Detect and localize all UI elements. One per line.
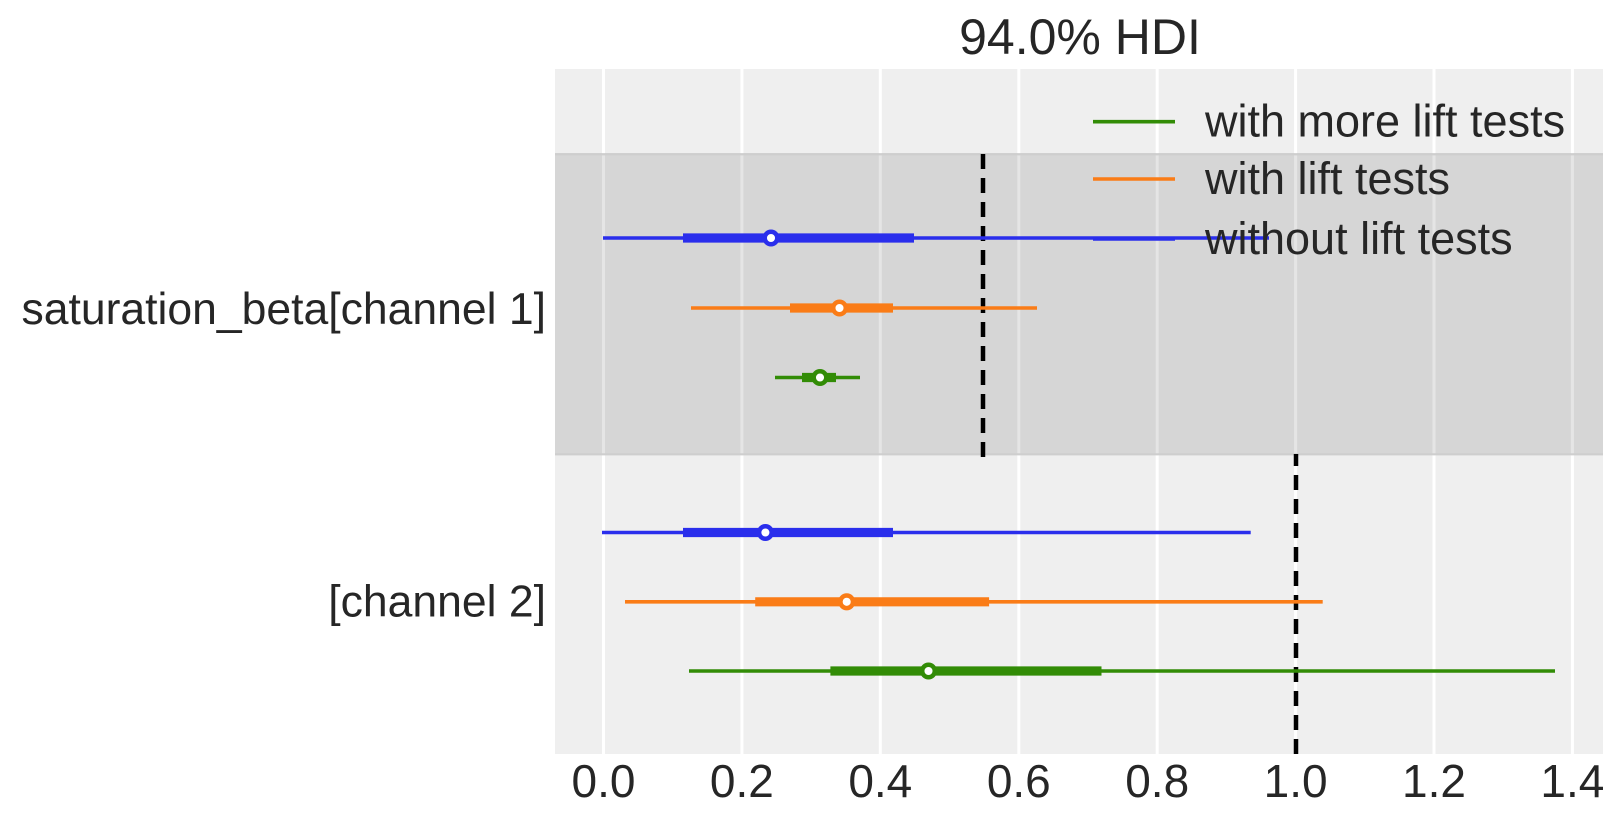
svg-text:without lift tests: without lift tests xyxy=(1204,213,1513,264)
svg-text:94.0% HDI: 94.0% HDI xyxy=(959,9,1201,65)
svg-text:0.0: 0.0 xyxy=(572,755,636,807)
svg-text:with more lift tests: with more lift tests xyxy=(1204,96,1565,147)
svg-text:0.8: 0.8 xyxy=(1125,755,1189,807)
svg-text:[channel 2]: [channel 2] xyxy=(328,578,546,627)
svg-text:1.4: 1.4 xyxy=(1540,755,1604,807)
svg-text:with lift tests: with lift tests xyxy=(1204,153,1450,204)
svg-text:1.2: 1.2 xyxy=(1402,755,1466,807)
svg-text:0.2: 0.2 xyxy=(710,755,774,807)
svg-text:saturation_beta[channel 1]: saturation_beta[channel 1] xyxy=(21,285,546,334)
svg-text:0.6: 0.6 xyxy=(987,755,1051,807)
svg-text:1.0: 1.0 xyxy=(1264,755,1328,807)
svg-text:0.4: 0.4 xyxy=(848,755,912,807)
